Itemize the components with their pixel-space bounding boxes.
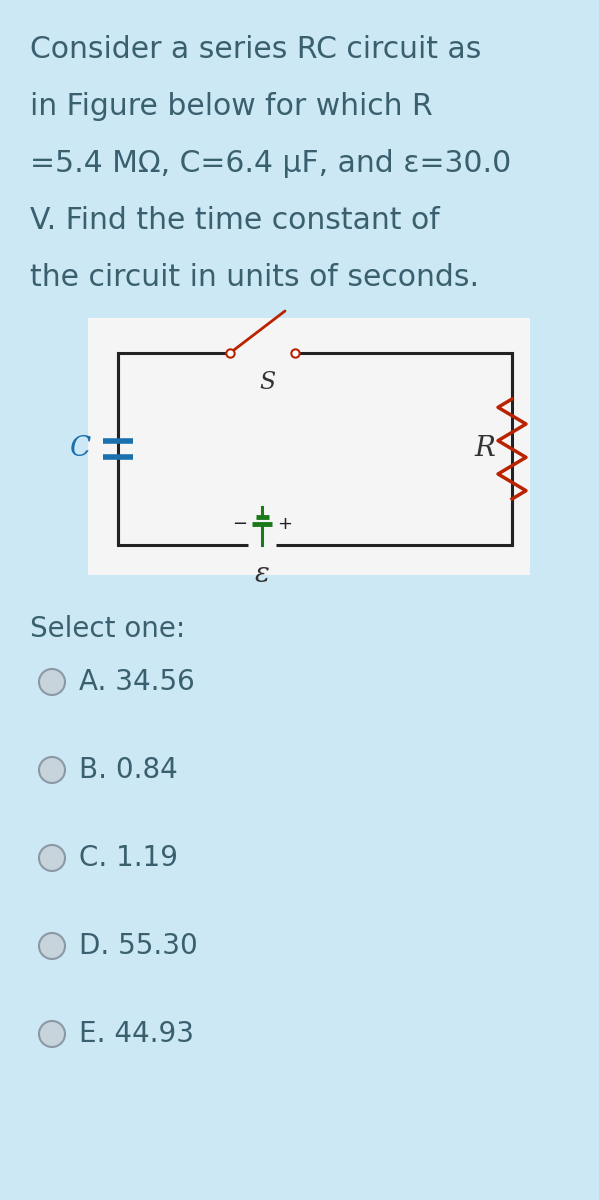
Text: D. 55.30: D. 55.30 [79,932,198,960]
Text: V. Find the time constant of: V. Find the time constant of [30,206,440,235]
Text: the circuit in units of seconds.: the circuit in units of seconds. [30,263,479,292]
Text: R: R [474,436,495,462]
Bar [88,318,530,575]
Text: C: C [70,436,91,462]
Text: E. 44.93: E. 44.93 [79,1020,194,1048]
Circle shape [39,845,65,871]
Text: Consider a series RC circuit as: Consider a series RC circuit as [30,35,482,64]
Circle shape [39,757,65,782]
Circle shape [39,670,65,695]
Text: =5.4 MΩ, C=6.4 μF, and ε=30.0: =5.4 MΩ, C=6.4 μF, and ε=30.0 [30,149,512,178]
Text: ε: ε [255,560,270,588]
Circle shape [39,934,65,959]
Text: S: S [259,371,276,394]
Text: in Figure below for which R: in Figure below for which R [30,92,432,121]
Text: Select one:: Select one: [30,614,185,643]
Text: B. 0.84: B. 0.84 [79,756,178,784]
Text: −: − [232,515,247,533]
Text: C. 1.19: C. 1.19 [79,844,178,872]
Text: A. 34.56: A. 34.56 [79,668,195,696]
Circle shape [39,1021,65,1046]
Text: +: + [277,515,292,533]
